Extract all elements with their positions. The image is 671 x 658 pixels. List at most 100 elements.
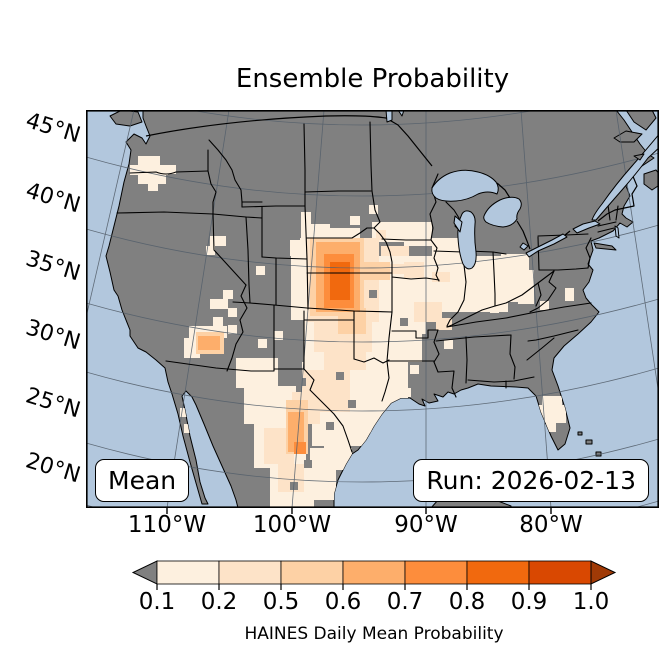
- field-cell: [138, 156, 160, 166]
- field-cell: [565, 288, 574, 301]
- colorbar-segment: [156, 560, 220, 585]
- latitude-tick-label: 45°N: [22, 108, 83, 149]
- field-cell: [432, 272, 450, 282]
- field-cell: [444, 340, 453, 349]
- field-cell: [210, 299, 228, 309]
- field-cell: [213, 317, 223, 326]
- field-cell: [369, 205, 378, 214]
- field-cell: [369, 290, 377, 298]
- probability-map: [86, 110, 660, 514]
- long-island: [593, 242, 617, 251]
- field-cell: [256, 266, 265, 275]
- longitude-tick-label: 90°W: [394, 512, 458, 538]
- field-cell: [540, 301, 549, 310]
- colorbar: [131, 560, 617, 590]
- field-cell: [546, 422, 556, 432]
- longitude-tick-label: 100°W: [252, 512, 332, 538]
- field-cell: [166, 165, 176, 174]
- colorbar-segment: [590, 560, 617, 585]
- field-cell: [518, 270, 534, 304]
- colorbar-segment: [218, 560, 282, 585]
- field-cell: [336, 372, 344, 380]
- field-cell: [490, 305, 499, 313]
- colorbar-segment: [131, 560, 158, 585]
- longitude-tick-label: 110°W: [127, 512, 207, 538]
- field-cell: [402, 388, 411, 397]
- run-date-badge: Run: 2026-02-13: [413, 459, 649, 502]
- parallel-line: [188, 110, 539, 126]
- field-cell: [310, 448, 352, 470]
- green-bay: [453, 215, 463, 233]
- probability-field: [130, 156, 574, 508]
- colorbar-segment: [342, 560, 406, 585]
- colorbar-tick-label: 1.0: [572, 589, 610, 615]
- parallel-line: [86, 298, 659, 343]
- field-cell: [148, 183, 158, 191]
- field-cell: [452, 299, 463, 308]
- map-frame: [86, 110, 660, 508]
- field-cell: [542, 396, 562, 406]
- lake-ontario: [572, 220, 601, 234]
- field-cell: [316, 228, 360, 238]
- longitude-tick-label: 80°W: [519, 512, 583, 538]
- field-cell: [410, 365, 419, 374]
- field-cell: [236, 358, 278, 388]
- field-cell: [338, 308, 366, 334]
- field-cell: [223, 290, 233, 299]
- field-cell: [258, 339, 267, 348]
- latitude-tick-label: 25°N: [22, 383, 83, 424]
- state-borders: [116, 121, 619, 453]
- prince-edward-island: [633, 153, 645, 161]
- lake-champlain: [614, 225, 620, 239]
- field-cell: [326, 422, 334, 430]
- canada-border: [145, 115, 638, 250]
- field-cell: [206, 246, 215, 255]
- bahamas: [577, 431, 602, 457]
- colorbar-label: HAINES Daily Mean Probability: [244, 624, 504, 644]
- field-cell: [414, 302, 442, 322]
- lake-superior: [431, 169, 499, 202]
- field-cell: [308, 468, 336, 500]
- field-cell: [138, 174, 166, 184]
- parallel-line: [86, 224, 659, 269]
- field-cell: [294, 442, 306, 454]
- field-cell: [400, 318, 408, 326]
- lake-michigan: [457, 210, 477, 270]
- field-cell: [388, 264, 408, 274]
- latitude-tick-label: 20°N: [22, 448, 83, 489]
- colorbar-segment: [280, 560, 344, 585]
- field-cell: [180, 408, 189, 417]
- colorbar-tick-label: 0.2: [200, 589, 238, 615]
- latitude-tick-label: 30°N: [22, 315, 83, 356]
- lake-winnipeg-sliver: [385, 110, 405, 123]
- parallel-line: [86, 152, 659, 197]
- anticosti-island: [613, 130, 643, 143]
- field-cell: [130, 165, 168, 175]
- colorbar-tick-label: 0.5: [262, 589, 300, 615]
- vancouver-island: [109, 110, 143, 127]
- lake-st-clair: [519, 242, 529, 251]
- field-cell: [404, 262, 424, 278]
- field-cell: [348, 400, 356, 408]
- colorbar-tick-label: 0.8: [448, 589, 486, 615]
- nova-scotia: [643, 169, 659, 191]
- field-cell: [228, 325, 237, 334]
- colorbar-segment: [466, 560, 530, 585]
- field-cell: [198, 336, 220, 350]
- field-cell: [404, 222, 432, 246]
- colorbar-segment: [404, 560, 468, 585]
- latitude-tick-label: 35°N: [22, 246, 83, 287]
- field-cell: [210, 236, 226, 246]
- colorbar-tick-label: 0.9: [510, 589, 548, 615]
- meridian-line: [166, 110, 230, 508]
- field-cell: [184, 424, 193, 433]
- field-cell: [324, 352, 366, 370]
- quebec-north-shore: [625, 110, 657, 131]
- field-cell: [228, 308, 237, 317]
- lake-huron: [483, 196, 522, 228]
- longitude-ticks: [166, 508, 552, 514]
- field-cell: [362, 262, 390, 280]
- colorbar-tick-label: 0.6: [324, 589, 362, 615]
- maritime-islands: [593, 153, 659, 251]
